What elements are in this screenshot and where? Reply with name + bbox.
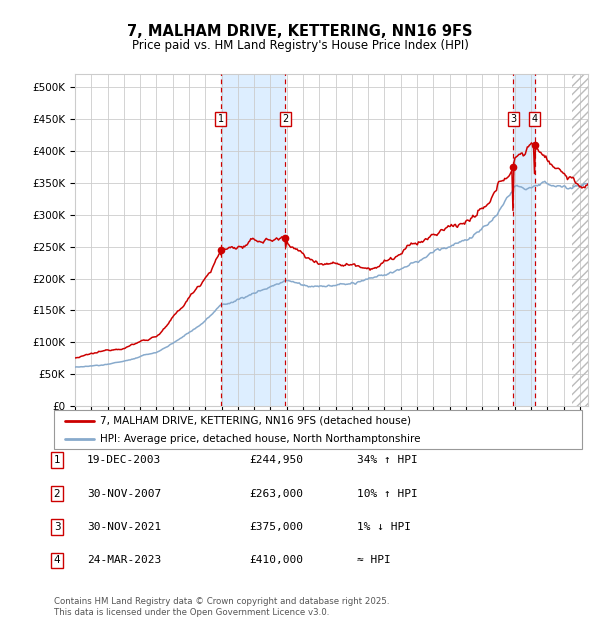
Text: ≈ HPI: ≈ HPI <box>357 556 391 565</box>
Text: HPI: Average price, detached house, North Northamptonshire: HPI: Average price, detached house, Nort… <box>100 433 421 443</box>
Text: 34% ↑ HPI: 34% ↑ HPI <box>357 455 418 465</box>
Text: £375,000: £375,000 <box>249 522 303 532</box>
Text: £410,000: £410,000 <box>249 556 303 565</box>
Text: 30-NOV-2007: 30-NOV-2007 <box>87 489 161 498</box>
Text: £263,000: £263,000 <box>249 489 303 498</box>
Bar <box>221 74 286 406</box>
Text: 30-NOV-2021: 30-NOV-2021 <box>87 522 161 532</box>
Text: 7, MALHAM DRIVE, KETTERING, NN16 9FS (detached house): 7, MALHAM DRIVE, KETTERING, NN16 9FS (de… <box>100 416 412 426</box>
Text: Contains HM Land Registry data © Crown copyright and database right 2025.
This d: Contains HM Land Registry data © Crown c… <box>54 598 389 617</box>
Text: 4: 4 <box>53 556 61 565</box>
Bar <box>572 74 588 406</box>
Text: 2: 2 <box>53 489 61 498</box>
Text: 19-DEC-2003: 19-DEC-2003 <box>87 455 161 465</box>
Text: 4: 4 <box>532 114 538 124</box>
Text: 2: 2 <box>282 114 289 124</box>
Bar <box>572 74 588 406</box>
Text: 3: 3 <box>53 522 61 532</box>
Text: 1% ↓ HPI: 1% ↓ HPI <box>357 522 411 532</box>
Text: Price paid vs. HM Land Registry's House Price Index (HPI): Price paid vs. HM Land Registry's House … <box>131 39 469 52</box>
Text: 3: 3 <box>511 114 517 124</box>
Text: 7, MALHAM DRIVE, KETTERING, NN16 9FS: 7, MALHAM DRIVE, KETTERING, NN16 9FS <box>127 24 473 38</box>
Text: 24-MAR-2023: 24-MAR-2023 <box>87 556 161 565</box>
Text: £244,950: £244,950 <box>249 455 303 465</box>
FancyBboxPatch shape <box>54 410 582 449</box>
Text: 1: 1 <box>218 114 224 124</box>
Bar <box>514 74 535 406</box>
Text: 1: 1 <box>53 455 61 465</box>
Text: 10% ↑ HPI: 10% ↑ HPI <box>357 489 418 498</box>
